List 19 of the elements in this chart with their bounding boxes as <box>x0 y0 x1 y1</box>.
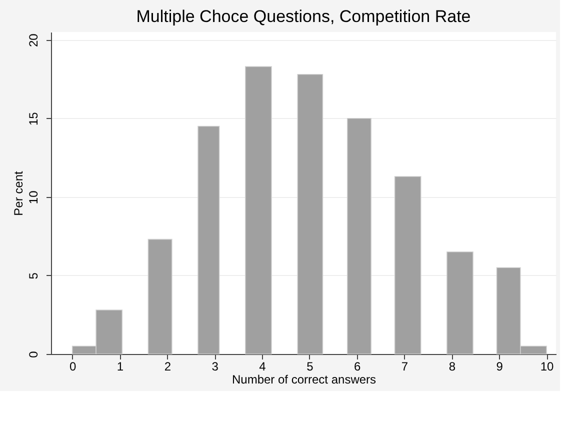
x-tick-label: 0 <box>69 360 76 374</box>
y-tick-label: 20 <box>26 33 40 48</box>
y-tick-label: 10 <box>26 190 40 204</box>
x-tick-label: 8 <box>448 360 456 374</box>
y-tick-label: 15 <box>26 112 40 126</box>
x-tick-label: 7 <box>401 360 408 374</box>
x-tick-label: 5 <box>306 360 314 374</box>
x-tick-label: 1 <box>116 360 124 374</box>
x-tick-label: 3 <box>212 360 219 374</box>
y-axis-title: Per cent <box>12 170 26 216</box>
x-axis-title: Number of correct answers <box>232 372 376 386</box>
x-tick-label: 2 <box>164 360 172 374</box>
x-tick-label: 9 <box>496 360 504 374</box>
chart-title: Multiple Choce Questions, Competition Rate <box>136 7 471 26</box>
x-tick-label: 10 <box>540 360 554 374</box>
y-tick-label: 5 <box>26 272 40 280</box>
x-tick-label: 6 <box>354 360 361 374</box>
y-tick-label: 0 <box>26 350 40 358</box>
x-tick-label: 4 <box>259 360 266 374</box>
